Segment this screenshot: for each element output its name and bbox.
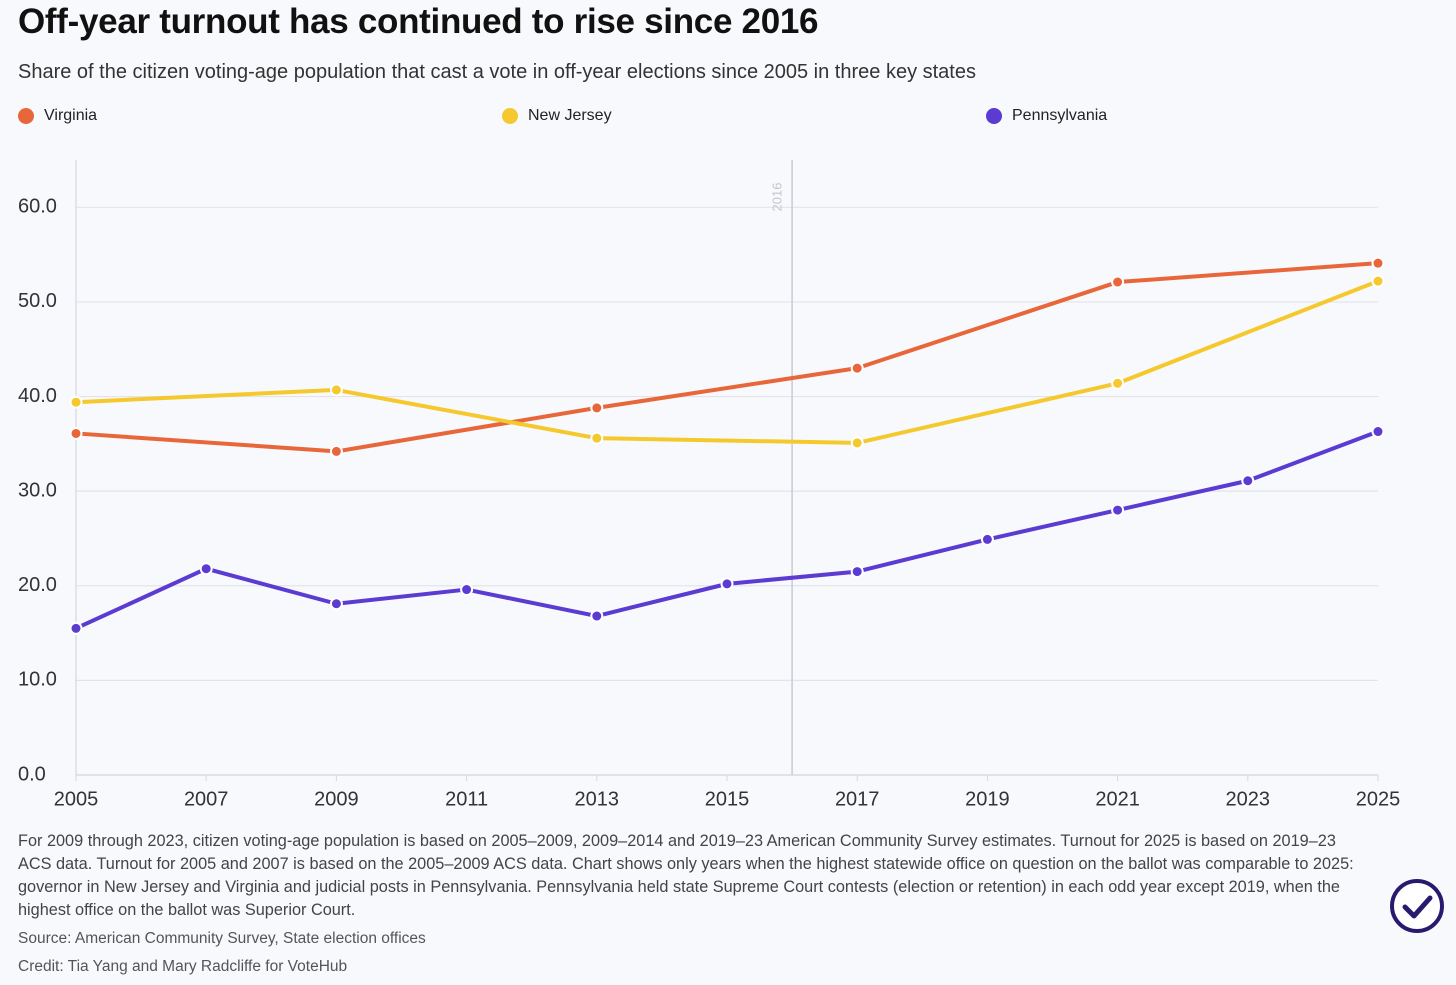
data-point xyxy=(980,532,994,546)
y-tick-label: 10.0 xyxy=(18,669,57,691)
chart-subtitle: Share of the citizen voting-age populati… xyxy=(18,61,976,83)
icon-circle xyxy=(1390,879,1444,933)
source: Source: American Community Survey, State… xyxy=(18,930,426,947)
data-point xyxy=(69,395,83,409)
data-point xyxy=(850,361,864,375)
data-point xyxy=(1111,503,1125,517)
y-tick-label: 40.0 xyxy=(18,385,57,407)
legend-marker xyxy=(502,108,518,124)
chart: Virginia New Jersey Pennsylvania 0.0 10.0 20.… xyxy=(18,107,1401,810)
data-point xyxy=(590,401,604,415)
data-point xyxy=(590,431,604,445)
data-point xyxy=(1111,376,1125,390)
x-tick-label: 2015 xyxy=(705,788,750,810)
data-point xyxy=(329,383,343,397)
check-icon xyxy=(1390,879,1444,933)
x-tick-label: 2009 xyxy=(314,788,359,810)
series-line xyxy=(75,279,1379,445)
icon-check xyxy=(1402,895,1433,919)
data-point xyxy=(1111,275,1125,289)
y-tick-label: 20.0 xyxy=(18,574,57,596)
data-point xyxy=(850,436,864,450)
x-tick-label: 2017 xyxy=(835,788,880,810)
data-point xyxy=(1241,474,1255,488)
chart-title: Off-year turnout has continued to rise s… xyxy=(18,2,819,41)
x-tick-label: 2025 xyxy=(1356,788,1401,810)
series-line xyxy=(75,429,1379,631)
x-tick-label: 2019 xyxy=(965,788,1010,810)
data-point xyxy=(1371,274,1385,288)
data-point xyxy=(460,583,474,597)
annotation-label: 2016 xyxy=(770,183,785,212)
data-point xyxy=(69,621,83,635)
y-tick-label: 50.0 xyxy=(18,290,57,312)
legend-label: Virginia xyxy=(44,107,97,124)
footnote: For 2009 through 2023, citizen voting-ag… xyxy=(18,832,1354,919)
y-tick-label: 30.0 xyxy=(18,479,57,501)
data-point xyxy=(720,577,734,591)
legend-label: Pennsylvania xyxy=(1012,107,1107,124)
x-tick-label: 2011 xyxy=(445,788,488,810)
x-tick-label: 2021 xyxy=(1095,788,1140,810)
data-point xyxy=(69,426,83,440)
x-tick-label: 2013 xyxy=(575,788,620,810)
data-point xyxy=(329,597,343,611)
x-tick-label: 2007 xyxy=(184,788,229,810)
data-point xyxy=(850,565,864,579)
data-point xyxy=(590,609,604,623)
data-point xyxy=(199,562,213,576)
x-tick-label: 2005 xyxy=(54,788,99,810)
credit: Credit: Tia Yang and Mary Radcliffe for … xyxy=(18,958,348,975)
series-line xyxy=(75,261,1379,454)
legend-marker xyxy=(18,108,34,124)
legend-marker xyxy=(986,108,1002,124)
data-point xyxy=(1371,425,1385,439)
y-tick-label: 60.0 xyxy=(18,196,57,218)
x-tick-label: 2023 xyxy=(1226,788,1271,810)
data-point xyxy=(1371,256,1385,270)
y-tick-label: 0.0 xyxy=(18,763,46,785)
legend-label: New Jersey xyxy=(528,107,612,124)
data-point xyxy=(329,444,343,458)
